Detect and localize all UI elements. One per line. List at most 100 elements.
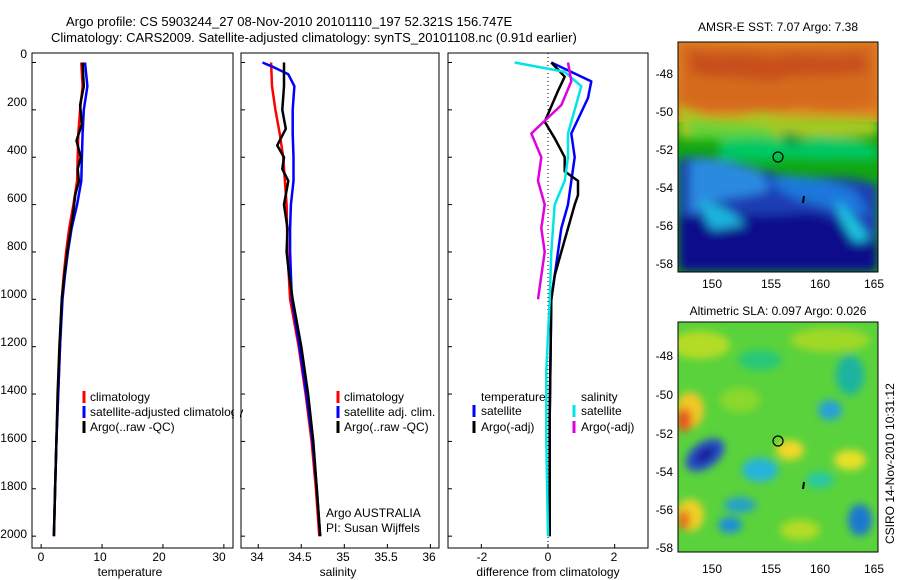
legend-label: climatology	[90, 390, 150, 404]
lat-tick-label: -58	[656, 257, 674, 271]
legend-clip-mask	[234, 395, 240, 435]
salinity-legend: climatology satellite adj. clim. Argo(..…	[326, 390, 435, 535]
x-tick-label: -2	[477, 550, 488, 564]
depth-tick-label: 1600	[0, 431, 27, 445]
sla-map-frame	[677, 321, 879, 553]
lat-tick-label: -56	[656, 503, 674, 517]
difference-x-axis: -2 0 2 difference from climatology	[476, 550, 619, 579]
difference-series-group	[448, 61, 616, 548]
depth-tick-label: 200	[7, 95, 27, 109]
lat-tick-label: -50	[656, 105, 674, 119]
sla-float-track	[802, 481, 805, 490]
depth-tick-label: 800	[7, 239, 27, 253]
series-line-satellite-adj-clim	[262, 61, 322, 537]
difference-axis-label: difference from climatology	[476, 565, 619, 579]
sst-float-track	[802, 195, 805, 204]
legend-label: satellite	[481, 404, 522, 418]
depth-tick-label: 2000	[0, 527, 27, 541]
temperature-axis-label: temperature	[98, 565, 163, 579]
series-line-satellite-adjusted-climatology	[52, 62, 89, 537]
sla-map-title: Altimetric SLA: 0.097 Argo: 0.026	[690, 304, 867, 318]
lat-tick-label: -48	[656, 67, 674, 81]
lon-tick-label: 150	[702, 562, 722, 576]
lon-tick-label: 160	[810, 277, 830, 291]
x-tick-label: 35	[336, 550, 350, 564]
x-tick-label: 20	[152, 550, 166, 564]
lat-tick-label: -56	[656, 219, 674, 233]
depth-tick-label: 0	[20, 47, 27, 61]
legend-header-temperature: temperature	[481, 390, 546, 404]
sst-map-title: AMSR-E SST: 7.07 Argo: 7.38	[698, 20, 858, 34]
series-line-temperature-satellite	[548, 61, 593, 537]
legend-label: Argo(..raw -QC)	[344, 420, 429, 434]
side-stamp: CSIRO 14-Nov-2010 10:31:12	[883, 383, 897, 544]
x-tick-label: 36	[422, 550, 436, 564]
legend-label: satellite adj. clim.	[344, 405, 435, 419]
series-line-climatology	[269, 62, 321, 537]
lat-tick-label: -48	[656, 349, 674, 363]
temperature-legend: climatology satellite-adjusted climatolo…	[82, 390, 243, 434]
depth-tick-label: 1400	[0, 383, 27, 397]
temperature-series-group	[32, 61, 225, 548]
sla-y-axis: -48 -50 -52 -54 -56 -58	[656, 349, 674, 555]
lat-tick-label: -54	[656, 181, 674, 195]
x-tick-label: 34.5	[288, 550, 312, 564]
salinity-panel-frame	[240, 52, 440, 549]
series-line-argo-raw-qc	[52, 62, 86, 537]
lat-tick-label: -52	[656, 143, 674, 157]
x-tick-label: 30	[212, 550, 226, 564]
lon-tick-label: 155	[761, 562, 781, 576]
sla-argo-position-marker	[772, 435, 784, 447]
depth-tick-label: 1200	[0, 335, 27, 349]
series-line-salinity-argo-adj	[530, 62, 573, 300]
x-tick-label: 0	[545, 550, 552, 564]
x-tick-label: 34	[250, 550, 264, 564]
difference-legend: temperature satellite Argo(-adj) salinit…	[472, 390, 634, 434]
salinity-axis-label: salinity	[320, 565, 357, 579]
lon-tick-label: 165	[864, 562, 884, 576]
x-tick-label: 10	[93, 550, 107, 564]
sla-x-axis: 150 155 160 165	[702, 562, 884, 576]
sla-heatmap	[678, 322, 878, 552]
legend-label: Argo(-adj)	[481, 420, 534, 434]
legend-header-salinity: salinity	[581, 390, 618, 404]
lon-tick-label: 155	[761, 277, 781, 291]
x-tick-label: 35.5	[374, 550, 398, 564]
legend-label: satellite-adjusted climatology	[90, 405, 243, 419]
argo-program-annotation: Argo AUSTRALIA	[326, 506, 421, 520]
series-line-salinity-satellite	[514, 61, 583, 537]
sst-y-axis: -48 -50 -52 -54 -56 -58	[656, 67, 674, 271]
lat-tick-label: -52	[656, 427, 674, 441]
legend-label: Argo(..raw -QC)	[90, 420, 175, 434]
temperature-panel-frame	[31, 52, 234, 549]
depth-tick-label: 1000	[0, 287, 27, 301]
legend-label: satellite	[581, 404, 622, 418]
legend-label: climatology	[344, 390, 404, 404]
sst-x-axis: 150 155 160 165	[702, 277, 884, 291]
depth-axis: 0 200 400 600 800 1000 1200 1400 1600 18…	[0, 47, 27, 541]
sst-heatmap	[678, 42, 878, 272]
depth-tick-label: 400	[7, 143, 27, 157]
salinity-x-axis: 34 34.5 35 35.5 36 salinity	[250, 550, 436, 579]
pi-annotation: PI: Susan Wijffels	[326, 521, 420, 535]
x-tick-label: 2	[611, 550, 618, 564]
depth-tick-label: 1800	[0, 479, 27, 493]
lat-tick-label: -54	[656, 465, 674, 479]
lon-tick-label: 150	[702, 277, 722, 291]
legend-label: Argo(-adj)	[581, 420, 634, 434]
salinity-series-group	[241, 61, 431, 548]
sst-argo-position-marker	[772, 151, 784, 163]
lon-tick-label: 165	[864, 277, 884, 291]
figure-title-line1: Argo profile: CS 5903244_27 08-Nov-2010 …	[66, 14, 513, 29]
figure-title-line2: Climatology: CARS2009. Satellite-adjuste…	[51, 30, 577, 45]
series-line-temperature-argo-adj	[543, 61, 580, 537]
x-tick-label: 0	[38, 550, 45, 564]
temperature-x-axis: 0 10 20 30 temperature	[38, 550, 226, 579]
lat-tick-label: -58	[656, 541, 674, 555]
lat-tick-label: -50	[656, 388, 674, 402]
lon-tick-label: 160	[810, 562, 830, 576]
depth-tick-label: 600	[7, 191, 27, 205]
series-line-argo-raw-qc	[275, 62, 322, 537]
sst-map-frame	[677, 41, 879, 273]
